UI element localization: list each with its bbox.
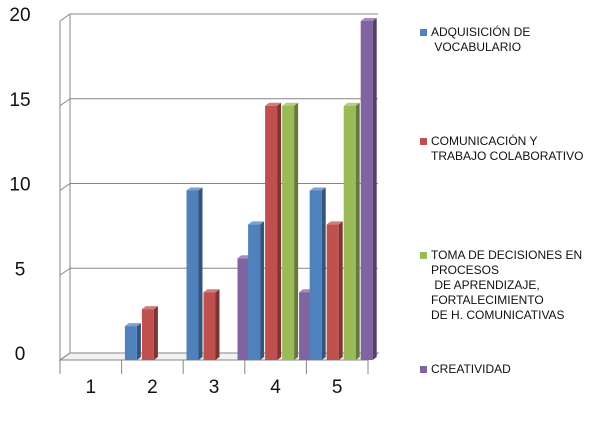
- bar-side-s0-c3: [260, 221, 265, 360]
- gridline-diag-4: [59, 13, 71, 22]
- bar-top-s0-c2: [186, 187, 203, 191]
- legend-swatch-2: [420, 252, 427, 259]
- bar-front-s0-c2: [186, 190, 199, 360]
- y-tick-label-2: 10: [9, 175, 30, 196]
- bar-chart: 0 5 10 15 20 1 2 3 4 5: [9, 5, 380, 398]
- bar-top-s0-c3: [248, 221, 265, 225]
- bar-side-s0-c2: [198, 187, 203, 360]
- bar-side-s1-c2: [215, 289, 220, 360]
- gridline-diag-2: [59, 183, 71, 191]
- bar-front-s1-c1: [141, 309, 154, 360]
- legend-label-1: COMUNICACIÓN Y TRABAJO COLABORATIVO: [431, 134, 584, 163]
- gridline-diag-3: [59, 98, 71, 107]
- bar-top-s2-c4: [343, 102, 360, 106]
- bar-front-s2-c4: [343, 105, 356, 360]
- bar-front-s0-c3: [248, 224, 261, 360]
- legend-item-0: ADQUISICIÓN DE VOCABULARIO: [420, 25, 530, 85]
- bar-front-s1-c3: [265, 105, 278, 360]
- y-tick-label-1: 5: [15, 259, 26, 280]
- bar-s3-c4: [360, 18, 377, 360]
- bar-top-s1-c2: [203, 289, 220, 293]
- x-tick-label-1: 2: [147, 377, 158, 398]
- bar-front-s2-c3: [282, 105, 295, 360]
- legend-item-3: CREATIVIDAD: [420, 362, 511, 422]
- y-tick-label-3: 15: [9, 90, 30, 111]
- legend-item-2: TOMA DE DECISIONES EN PROCESOS DE APREND…: [420, 248, 582, 322]
- gridline-diag-0: [59, 352, 71, 361]
- bar-top-s2-c3: [282, 102, 299, 106]
- bar-s0-c3: [248, 221, 265, 360]
- bar-front-s0-c4: [309, 190, 322, 360]
- legend-label-3: CREATIVIDAD: [431, 362, 511, 376]
- gridline-diag-1: [59, 267, 71, 276]
- chart-legend: ADQUISICIÓN DE VOCABULARIO COMUNICACIÓN …: [420, 0, 607, 403]
- x-tick-label-3: 4: [270, 377, 281, 398]
- bar-top-s1-c1: [141, 306, 158, 310]
- bar-s1-c1: [141, 306, 158, 360]
- legend-label-0: ADQUISICIÓN DE VOCABULARIO: [431, 25, 531, 54]
- bar-side-s0-c4: [321, 187, 326, 360]
- bar-top-s3-c4: [360, 18, 377, 21]
- x-tick-label-2: 3: [209, 377, 220, 398]
- bar-s1-c3: [265, 102, 282, 360]
- bar-top-s0-c4: [309, 187, 326, 191]
- bar-top-s0-c1: [124, 323, 141, 327]
- legend-swatch-1: [420, 138, 427, 145]
- bar-s2-c3: [282, 102, 299, 360]
- bar-front-s3-c4: [360, 21, 373, 360]
- bar-front-s3-c2: [237, 258, 250, 360]
- legend-swatch-3: [420, 366, 427, 373]
- bar-side-s2-c4: [355, 102, 360, 360]
- legend-label-2: TOMA DE DECISIONES EN PROCESOS DE APREND…: [431, 248, 583, 322]
- bar-top-s1-c3: [265, 102, 282, 106]
- y-tick-label-0: 0: [15, 344, 26, 365]
- bar-side-s3-c4: [372, 18, 377, 360]
- bar-front-s3-c3: [299, 292, 312, 360]
- bar-side-s2-c3: [294, 102, 299, 360]
- bar-front-s0-c1: [124, 326, 137, 360]
- y-tick-label-4: 20: [9, 5, 30, 26]
- bar-front-s1-c2: [203, 292, 216, 360]
- bar-s1-c2: [203, 289, 220, 360]
- x-tick-label-4: 5: [332, 377, 343, 398]
- bar-side-s1-c1: [153, 306, 158, 360]
- bar-front-s1-c4: [326, 224, 339, 360]
- bar-s0-c2: [186, 187, 203, 360]
- bar-side-s0-c1: [136, 323, 141, 360]
- bar-s2-c4: [343, 102, 360, 360]
- bar-s1-c4: [326, 221, 343, 360]
- legend-item-1: COMUNICACIÓN Y TRABAJO COLABORATIVO: [420, 134, 583, 194]
- bar-s0-c1: [124, 323, 141, 360]
- bar-side-s1-c3: [277, 102, 282, 360]
- x-tick-label-0: 1: [86, 377, 97, 398]
- bar-s0-c4: [309, 187, 326, 360]
- legend-swatch-0: [420, 29, 427, 36]
- bar-side-s1-c4: [338, 221, 343, 360]
- bar-top-s1-c4: [326, 221, 343, 225]
